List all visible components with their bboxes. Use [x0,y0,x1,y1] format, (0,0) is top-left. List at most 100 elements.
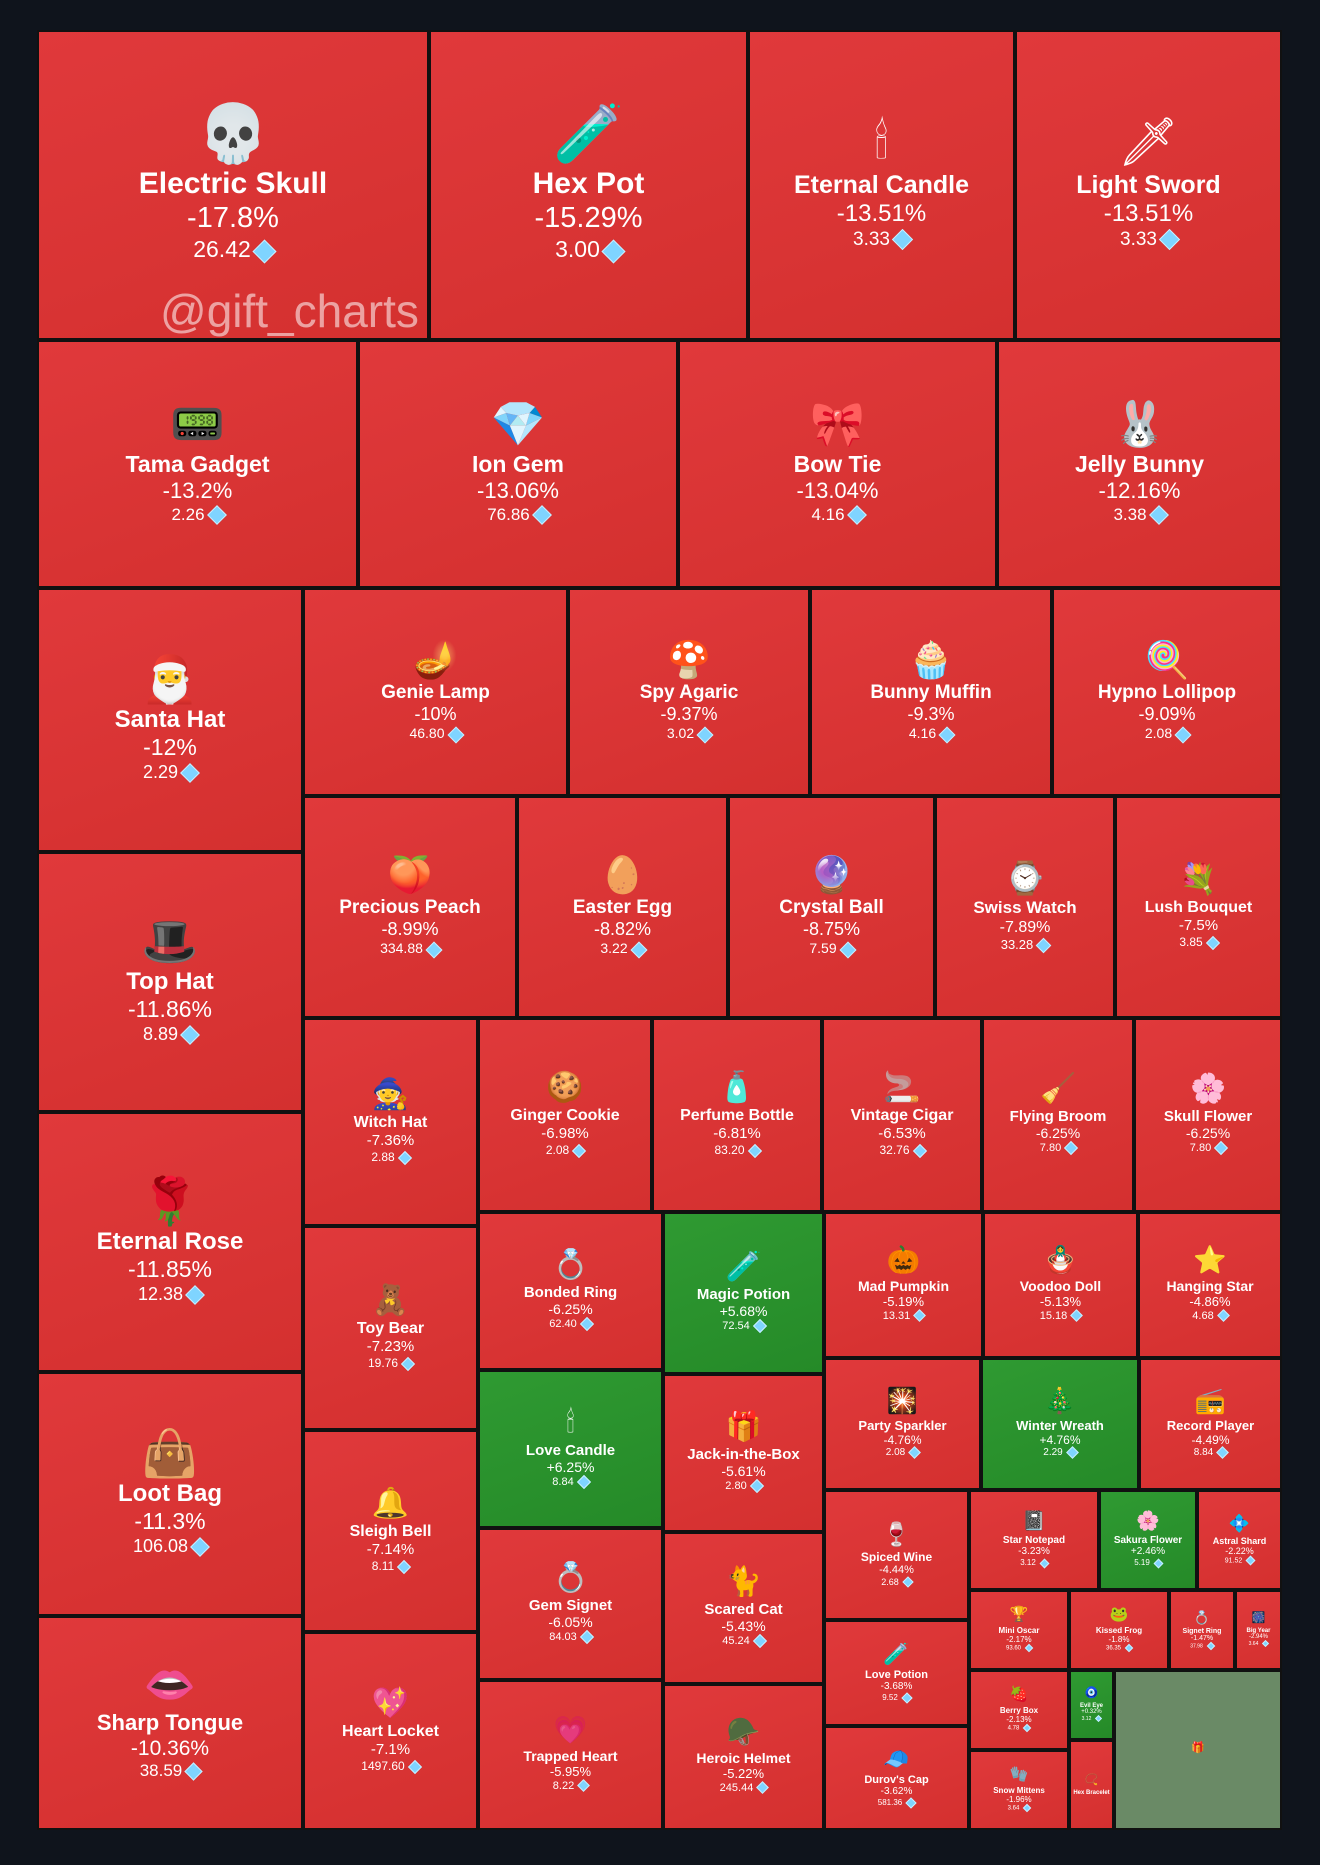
gift-name: Hanging Star [1166,1278,1254,1295]
floor-price: 581.36 [877,1797,903,1807]
tile-eternal-rose: 🌹 Eternal Rose -11.85% 12.38 [37,1112,303,1372]
gift-name: Spy Agaric [639,681,739,703]
diamond-icon [912,1143,927,1158]
change-percent: -4.49% [1191,1432,1230,1447]
floor-price: 3.00 [555,236,600,263]
bow-tie-icon: 🎀 [810,400,865,450]
change-percent: -12% [143,734,197,761]
gift-name: Precious Peach [339,896,481,918]
gift-name: Evil Eye [1079,1702,1103,1709]
diamond-icon [1158,228,1181,251]
change-percent: -10.36% [130,1737,210,1761]
change-percent: -6.25% [1035,1125,1081,1141]
bunny-muffin-icon: 🧁 [908,638,954,680]
diamond-icon [1216,1309,1230,1323]
diamond-icon [1153,1558,1164,1569]
floor-price: 8.84 [1193,1447,1214,1459]
hypno-lollipop-icon: 🍭 [1144,638,1190,680]
diamond-icon [1216,1446,1230,1459]
gift-name: Sakura Flower [1113,1535,1183,1547]
floor-price: 8.22 [552,1779,575,1792]
electric-skull-icon: 💀 [197,102,269,167]
big-year-icon: 🎆 [1251,1611,1266,1624]
gift-name: Trapped Heart [523,1748,618,1765]
tile-evil-eye: 🧿 Evil Eye +0.32% 3.12 [1069,1670,1114,1740]
diamond-icon [185,1285,205,1306]
change-percent: +2.46% [1130,1546,1166,1558]
tile-santa-hat: 🎅 Santa Hat -12% 2.29 [37,588,303,852]
diamond-icon [407,1759,422,1774]
gift-name: Record Player [1166,1417,1255,1433]
swiss-watch-icon: ⌚ [1005,859,1045,896]
change-percent: -9.3% [907,703,955,724]
small-gifts-icon: 🎁 [1191,1741,1205,1754]
gift-name: Ginger Cookie [510,1106,620,1124]
gift-name: Heroic Helmet [696,1750,791,1767]
diamond-icon [630,941,648,959]
tile-genie-lamp: 🪔 Genie Lamp -10% 46.80 [303,588,568,796]
gem-signet-icon: 💍 [552,1562,589,1594]
change-percent: -5.43% [721,1618,766,1634]
gift-name: Jelly Bunny [1074,451,1205,478]
change-percent: -5.95% [549,1764,592,1780]
change-percent: -6.05% [548,1614,593,1630]
evil-eye-icon: 🧿 [1084,1686,1099,1699]
diamond-icon [190,1537,210,1558]
tile-jack-in-the-box: 🎁 Jack-in-the-Box -5.61% 2.80 [663,1374,824,1532]
mini-oscar-icon: 🏆 [1009,1606,1029,1624]
gift-name: Love Potion [865,1668,928,1681]
tile-precious-peach: 🍑 Precious Peach -8.99% 334.88 [303,796,517,1018]
light-sword-icon: 🗡 [1118,115,1179,169]
change-percent: -7.23% [366,1337,415,1355]
tile-heroic-helmet: 🪖 Heroic Helmet -5.22% 245.44 [663,1684,824,1830]
tile-party-sparkler: 🎇 Party Sparkler -4.76% 2.08 [824,1358,981,1490]
precious-peach-icon: 🍑 [387,853,433,895]
diamond-icon [1039,1558,1050,1569]
signet-ring-icon: 💍 [1193,1609,1211,1625]
heart-locket-icon: 💖 [371,1686,410,1720]
diamond-icon [749,1478,764,1493]
change-percent: -17.8% [187,202,279,235]
diamond-icon [576,1474,591,1489]
diamond-icon [1124,1643,1134,1653]
tile-signet-ring: 💍 Signet Ring -1.47% 37.98 [1169,1590,1235,1670]
tile-witch-hat: 🧙 Witch Hat -7.36% 2.88 [303,1018,478,1226]
floor-price: 3.33 [853,228,890,250]
change-percent: -11.3% [134,1508,206,1535]
tile-lush-bouquet: 💐 Lush Bouquet -7.5% 3.85 [1115,796,1282,1018]
tile-ginger-cookie: 🍪 Ginger Cookie -6.98% 2.08 [478,1018,652,1212]
floor-price: 245.44 [719,1781,754,1794]
floor-price: 4.16 [908,725,937,742]
gift-name: Winter Wreath [1016,1417,1104,1433]
gift-name: Jack-in-the-Box [687,1446,800,1463]
diamond-icon [839,941,857,959]
diamond-icon [1214,1140,1229,1155]
change-percent: -4.86% [1189,1294,1231,1310]
gift-name: Spiced Wine [860,1549,933,1564]
floor-price: 3.12 [1081,1716,1092,1723]
diamond-icon [1070,1309,1084,1323]
change-percent: -2.17% [1006,1635,1032,1645]
change-percent: -9.09% [1138,703,1196,724]
tile-loot-bag: 👜 Loot Bag -11.3% 106.08 [37,1372,303,1616]
diamond-icon [908,1446,922,1459]
change-percent: -3.68% [880,1680,913,1692]
floor-price: 7.80 [1039,1141,1062,1154]
hex-pot-icon: 🧪 [553,102,624,167]
floor-price: 76.86 [487,504,530,524]
floor-price: 15.18 [1039,1309,1068,1322]
gift-name: Santa Hat [114,706,226,734]
tile-crystal-ball: 🔮 Crystal Ball -8.75% 7.59 [728,796,935,1018]
tile-astral-shard: 💠 Astral Shard -2.22% 91.52 [1197,1490,1282,1590]
watermark: @gift_charts [160,285,419,337]
tile-small-gifts: 🎁 [1114,1670,1282,1830]
gift-name: Light Sword [1076,170,1221,199]
diamond-icon [531,505,552,525]
diamond-icon [1023,1723,1032,1733]
tile-heart-locket: 💖 Heart Locket -7.1% 1497.60 [303,1632,478,1830]
magic-potion-icon: 🧪 [725,1251,762,1283]
gift-name: Mini Oscar [998,1626,1040,1636]
change-percent: -2.13% [1006,1715,1032,1725]
diamond-icon [1148,505,1169,525]
